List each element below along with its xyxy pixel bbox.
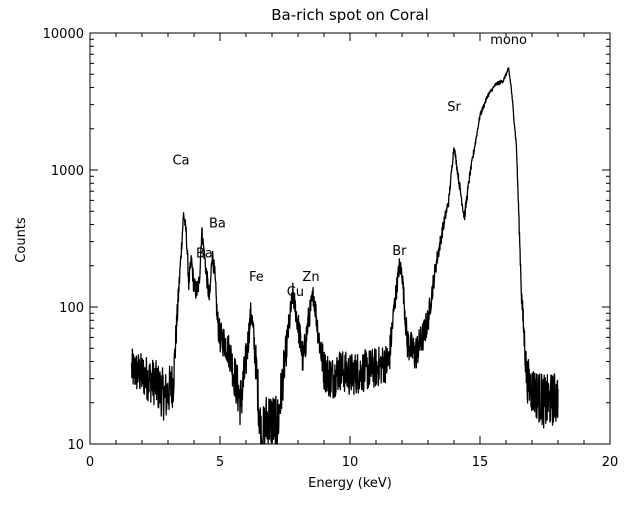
peak-label: Cu — [287, 285, 304, 300]
x-tick-label: 15 — [472, 455, 489, 470]
y-tick-label: 1000 — [51, 164, 84, 179]
peak-label: Ba — [209, 217, 226, 232]
y-tick-label: 100 — [59, 301, 84, 316]
peak-label: Ca — [172, 153, 189, 168]
x-tick-label: 5 — [216, 455, 224, 470]
x-tick-label: 10 — [342, 455, 359, 470]
peak-label: mono — [490, 33, 527, 48]
chart-title: Ba-rich spot on Coral — [271, 6, 429, 24]
peak-label: Zn — [302, 270, 319, 285]
peak-label: Ba — [196, 246, 213, 261]
x-axis-label: Energy (keV) — [308, 476, 392, 491]
axis-ticks — [89, 32, 611, 445]
peak-label: Br — [392, 244, 407, 259]
y-tick-label: 10 — [67, 438, 84, 453]
axis-tick-labels: 0 5 10 15 20 10 100 1000 10000 — [43, 27, 619, 470]
peak-label: Sr — [447, 100, 461, 115]
peak-label: Fe — [249, 270, 264, 285]
y-tick-label: 10000 — [43, 27, 84, 42]
y-axis-label: Counts — [14, 217, 29, 263]
spectrum-series-line — [130, 67, 559, 445]
x-tick-label: 0 — [86, 455, 94, 470]
x-tick-label: 20 — [602, 455, 619, 470]
